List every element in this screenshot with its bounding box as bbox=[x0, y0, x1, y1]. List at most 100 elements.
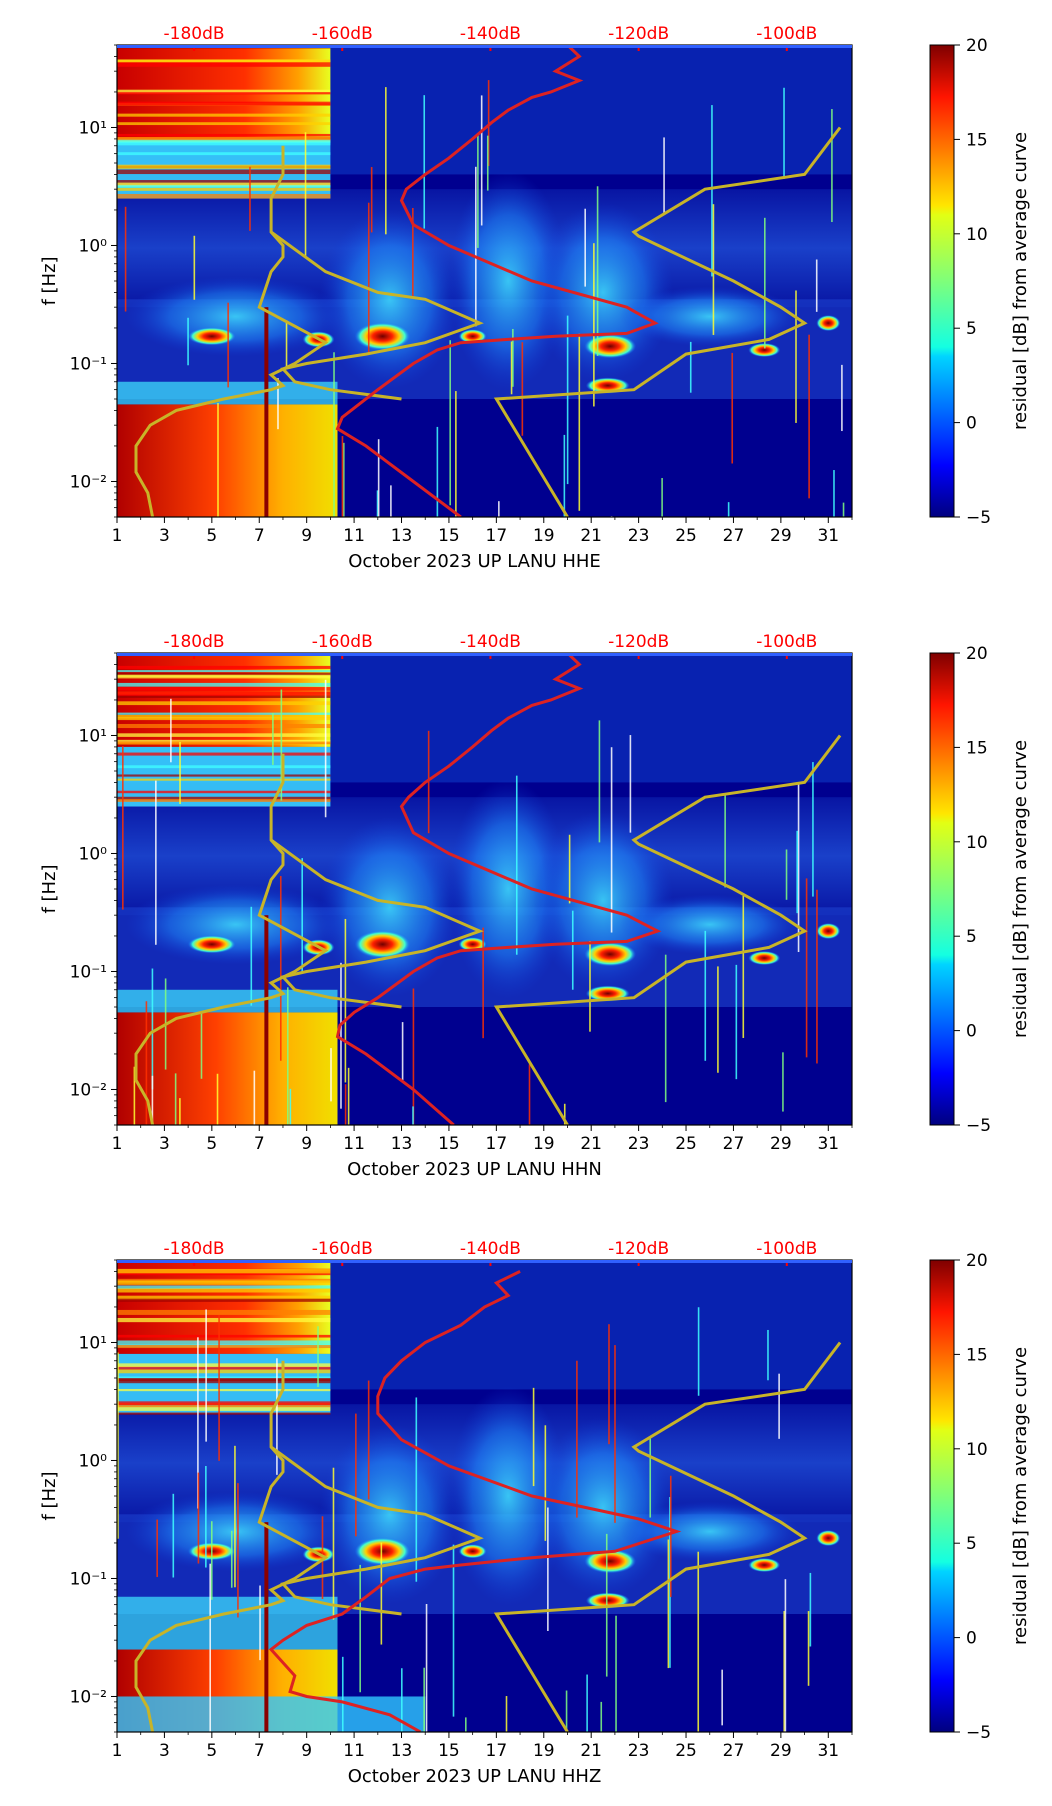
top-db-label: -180dB bbox=[164, 632, 225, 652]
spectrogram-streak bbox=[727, 502, 730, 517]
spectrogram-stripe bbox=[117, 1340, 331, 1345]
colorbar-tick-label: 0 bbox=[966, 1022, 977, 1042]
spectrogram-blob bbox=[354, 930, 411, 959]
spectrogram-hot-top bbox=[117, 1260, 331, 1354]
spectrogram-streak bbox=[649, 1438, 652, 1518]
spectrogram-streak bbox=[376, 490, 379, 517]
x-tick-label: 23 bbox=[628, 526, 650, 546]
spectrogram-stripe bbox=[117, 1388, 331, 1392]
spectrogram-blob bbox=[816, 1530, 841, 1547]
spectrogram-streak bbox=[667, 1539, 670, 1669]
spectrogram-stripe bbox=[117, 185, 331, 188]
spectrogram-streak bbox=[452, 1544, 455, 1717]
spectrogram-streak bbox=[584, 208, 586, 287]
spectrogram-streak bbox=[731, 352, 734, 464]
x-tick-label: 21 bbox=[580, 526, 602, 546]
top-db-label: -140dB bbox=[460, 24, 521, 44]
spectrogram-streak bbox=[576, 1360, 578, 1518]
y-tick-label: 10⁰ bbox=[79, 1451, 108, 1471]
spectrogram-blob bbox=[354, 1537, 411, 1566]
colorbar-tick-label: 15 bbox=[966, 1345, 988, 1365]
spectrogram-blob bbox=[584, 1549, 637, 1574]
spectrogram-streak bbox=[117, 1352, 119, 1539]
spectrogram-streak bbox=[833, 470, 835, 517]
spectrogram-blob bbox=[816, 315, 841, 332]
spectrogram-streak bbox=[197, 1337, 199, 1509]
spectrogram-streak bbox=[259, 1585, 261, 1661]
spectrogram-stripe bbox=[117, 152, 331, 156]
spectrogram-streak bbox=[812, 762, 814, 897]
spectrogram-stripe bbox=[117, 714, 331, 719]
spectrogram-streak bbox=[498, 501, 500, 517]
spectrogram-stripe bbox=[117, 733, 331, 737]
spectrogram-streak bbox=[841, 364, 843, 432]
spectrogram-streak bbox=[412, 1106, 414, 1125]
x-tick-label: 19 bbox=[533, 526, 555, 546]
spectrogram-streak bbox=[156, 1519, 158, 1577]
spectrogram-stripe bbox=[117, 682, 331, 687]
spectrogram-streak bbox=[151, 1075, 154, 1125]
model-curve-high bbox=[493, 126, 842, 517]
x-tick-label: 25 bbox=[675, 1134, 697, 1154]
spectrogram-streak bbox=[510, 341, 513, 395]
colorbar-tick-label: 5 bbox=[966, 1534, 977, 1554]
spectrogram-stripe bbox=[117, 752, 331, 756]
spectrogram-streak bbox=[778, 1373, 780, 1439]
spectrogram-streak bbox=[285, 320, 288, 370]
spectrogram-streak bbox=[578, 333, 581, 511]
spectrogram-streak bbox=[816, 889, 818, 1064]
spectrogram-streak bbox=[664, 954, 667, 1103]
spectrogram-stripe bbox=[117, 193, 331, 199]
spectrogram-streak bbox=[193, 235, 196, 300]
spectrogram-streak bbox=[385, 87, 387, 235]
y-tick-label: 10⁻² bbox=[70, 1687, 107, 1707]
spectrogram-streak bbox=[377, 439, 380, 517]
spectrogram-warm-low bbox=[117, 1596, 338, 1650]
spectrogram-blob bbox=[748, 343, 781, 358]
x-tick-label: 31 bbox=[817, 1134, 839, 1154]
x-tick-label: 21 bbox=[580, 1134, 602, 1154]
spectrogram-stripe bbox=[117, 691, 331, 697]
spectrogram-stripe bbox=[117, 113, 331, 117]
spectrogram-streak bbox=[340, 962, 342, 1109]
model-curve-mid bbox=[270, 1445, 484, 1616]
spectrogram-blob bbox=[748, 951, 781, 966]
x-tick-label: 1 bbox=[112, 526, 123, 546]
colorbar-tick-label: 5 bbox=[966, 319, 977, 339]
spectrogram-stripe bbox=[117, 133, 331, 137]
spectrogram-streak bbox=[807, 1611, 810, 1686]
spectrogram-streak bbox=[614, 1345, 616, 1523]
spectrogram-glow bbox=[533, 810, 674, 991]
spectrogram-streak bbox=[782, 1052, 784, 1112]
spectrogram-streak bbox=[332, 1467, 335, 1620]
spectrogram-stripe bbox=[117, 1412, 331, 1415]
spectrogram-streak bbox=[209, 1563, 211, 1732]
spectrogram-stripe bbox=[117, 1268, 331, 1274]
spectrogram-streak bbox=[187, 317, 189, 366]
spectrogram-streak bbox=[512, 328, 514, 387]
spectrogram-streak bbox=[629, 735, 632, 833]
spectrogram-streak bbox=[250, 906, 253, 1006]
spectrogram-streak bbox=[808, 334, 810, 499]
spectrogram-streak bbox=[596, 186, 599, 356]
x-tick-label: 27 bbox=[723, 1741, 745, 1761]
spectrogram-stripe bbox=[117, 1378, 331, 1384]
x-tick-label: 11 bbox=[343, 1134, 365, 1154]
spectrogram-streak bbox=[735, 964, 738, 1080]
spectrogram-glow bbox=[319, 209, 460, 390]
spectrogram-streak bbox=[412, 988, 415, 1125]
spectrogram-streak bbox=[608, 1324, 610, 1445]
spectrogram-streak bbox=[515, 775, 518, 955]
x-tick-label: 7 bbox=[254, 526, 265, 546]
spectrogram-image bbox=[117, 45, 852, 517]
colorbar-tick-label: 10 bbox=[966, 225, 988, 245]
colorbar-tick-label: 10 bbox=[966, 833, 988, 853]
top-db-label: -180dB bbox=[164, 24, 225, 44]
spectrogram-stripe bbox=[117, 122, 331, 126]
x-axis-label: October 2023 UP LANU HHN bbox=[347, 1159, 602, 1180]
top-db-label: -160dB bbox=[312, 632, 373, 652]
spectrogram-streak bbox=[317, 1326, 319, 1387]
spectrogram-streak bbox=[172, 1493, 175, 1578]
